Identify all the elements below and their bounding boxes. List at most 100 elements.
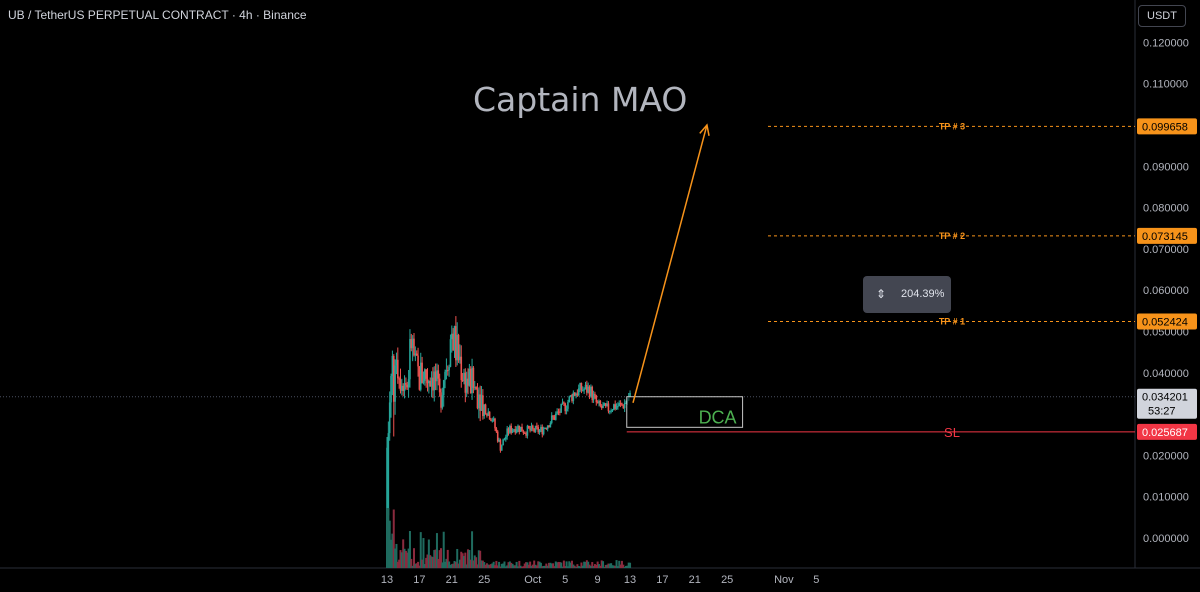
volume-bar [444, 561, 447, 568]
candle-body [592, 393, 595, 401]
volume-bar [510, 562, 513, 568]
volume-bar [626, 565, 629, 568]
candle-body [560, 403, 562, 413]
volume-bar [533, 560, 536, 568]
volume-bar [465, 564, 468, 568]
tp-label: TP # 2 [939, 231, 965, 241]
volume-bar [515, 561, 518, 568]
volume-bar [507, 562, 510, 568]
x-tick-label: Oct [524, 574, 541, 586]
candle-body [444, 371, 446, 381]
candle-body [553, 416, 556, 420]
candle-body [522, 431, 525, 433]
volume-bar [427, 539, 430, 568]
candle-body [523, 432, 526, 434]
volume-bar [573, 565, 576, 568]
volume-bar [448, 561, 451, 568]
candle-body [550, 415, 553, 423]
candle-body [525, 433, 527, 436]
volume-bar [504, 566, 507, 568]
volume-bar [479, 550, 482, 568]
volume-bar [421, 559, 424, 568]
volume-bar [535, 565, 538, 568]
volume-bar [419, 532, 422, 568]
candle-body [517, 425, 519, 430]
candle-body [561, 402, 564, 404]
candle-body [461, 380, 464, 382]
candle-body [575, 393, 577, 396]
volume-bar [518, 560, 521, 568]
candle-body [419, 362, 422, 390]
candle-body [478, 394, 480, 409]
volume-bar [437, 558, 440, 568]
candle-body [587, 386, 589, 393]
candle-body [464, 372, 467, 393]
volume-bar [516, 566, 519, 568]
candle-body [406, 384, 409, 388]
volume-bar [462, 555, 465, 568]
volume-bar [627, 562, 630, 568]
volume-bar [538, 561, 541, 568]
volume-bar [508, 561, 511, 568]
volume-bar [445, 558, 448, 568]
candle-body [445, 369, 448, 372]
candle-body [441, 395, 444, 408]
volume-bar [394, 548, 397, 568]
volume-bar [514, 565, 517, 568]
candle-body [590, 386, 592, 397]
volume-bar [435, 533, 438, 568]
candle-body [537, 427, 540, 433]
candle-body [608, 410, 611, 412]
volume-bar [602, 561, 605, 568]
volume-bar [446, 549, 449, 568]
projection-arrow-head [699, 123, 710, 136]
volume-bar [456, 548, 459, 568]
y-tick-label: 0.010000 [1143, 492, 1189, 504]
volume-bar [591, 562, 594, 568]
projection-arrow [632, 124, 708, 404]
volume-bar [539, 562, 542, 568]
watermark-text: Captain MAO [473, 80, 688, 119]
candle-body [430, 377, 433, 387]
x-tick-label: 13 [381, 574, 393, 586]
candle-body [475, 387, 477, 390]
volume-bar [491, 563, 494, 568]
candle-body [388, 402, 391, 434]
volume-bar [554, 561, 557, 568]
candle-body [480, 395, 483, 411]
volume-bar [499, 566, 502, 568]
candle-body [460, 356, 463, 381]
volume-bar [411, 565, 414, 568]
candle-body [557, 411, 560, 413]
volume-bar [527, 564, 530, 568]
candle-body [398, 378, 400, 380]
currency-selector[interactable]: USDT [1138, 5, 1186, 27]
volume-bar [450, 564, 453, 568]
candle-body [471, 367, 473, 394]
candle-body [600, 405, 603, 409]
volume-bar [477, 550, 480, 568]
candle-body [488, 411, 491, 420]
x-tick-label: 25 [478, 574, 490, 586]
candle-body [436, 370, 438, 382]
volume-bar [525, 562, 528, 568]
vertical-range-icon: ⇕ [876, 287, 887, 301]
volume-bar [392, 509, 395, 568]
candle-body [496, 431, 499, 442]
candle-body [424, 369, 426, 381]
volume-bar [485, 563, 488, 568]
candle-body [434, 371, 437, 382]
candle-body [573, 392, 576, 396]
candle-body [554, 413, 557, 420]
candle-body [598, 400, 600, 404]
candle-body [472, 367, 475, 388]
volume-bar [461, 553, 464, 568]
candle-body [455, 326, 457, 361]
candle-body [469, 368, 472, 394]
candle-body [572, 392, 575, 401]
y-tick-label: 0.040000 [1143, 368, 1189, 380]
volume-bar [568, 561, 571, 568]
candle-body [621, 403, 623, 406]
candle-body [433, 371, 436, 391]
